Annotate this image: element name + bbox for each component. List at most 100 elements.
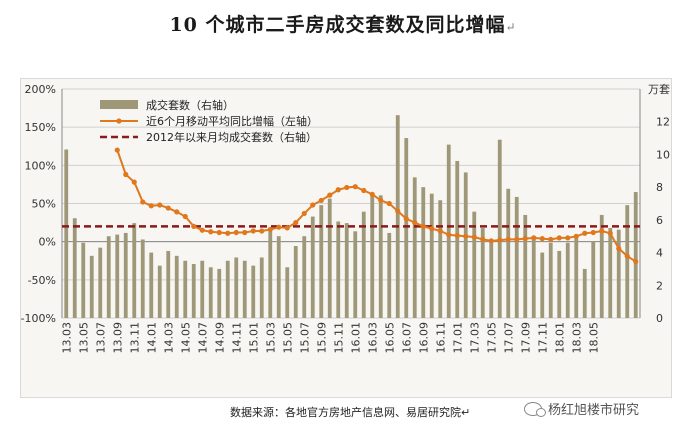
x-axis-tick-label: 13.07 bbox=[94, 322, 107, 354]
x-axis-tick-label: 16.11 bbox=[434, 322, 447, 354]
growth-point bbox=[582, 230, 588, 236]
bar bbox=[64, 149, 69, 318]
x-axis-tick-label: 17.05 bbox=[485, 322, 498, 354]
x-axis-tick-label: 14.01 bbox=[145, 322, 158, 354]
growth-point bbox=[522, 236, 528, 242]
bar bbox=[472, 211, 477, 318]
growth-point bbox=[123, 171, 129, 178]
growth-point bbox=[454, 232, 460, 239]
growth-point bbox=[233, 229, 239, 236]
growth-point bbox=[573, 233, 579, 239]
bar bbox=[531, 236, 536, 318]
bar bbox=[81, 242, 86, 318]
bar bbox=[557, 250, 562, 318]
bar bbox=[327, 198, 332, 318]
growth-point bbox=[293, 219, 299, 226]
growth-point bbox=[607, 230, 613, 236]
growth-point bbox=[318, 197, 324, 204]
bar bbox=[302, 236, 307, 318]
right-axis-tick-label: 0 bbox=[656, 312, 663, 325]
growth-point bbox=[403, 216, 409, 222]
bar bbox=[157, 265, 162, 318]
watermark: 杨红旭楼市研究 bbox=[524, 399, 639, 418]
x-axis-tick-label: 17.01 bbox=[451, 322, 464, 354]
right-axis-tick-label: 6 bbox=[656, 214, 663, 227]
left-axis-tick-label: -50% bbox=[28, 274, 56, 287]
growth-point bbox=[471, 234, 477, 240]
right-axis-tick-label: 4 bbox=[656, 247, 663, 260]
bar bbox=[115, 234, 120, 318]
bar bbox=[599, 214, 604, 318]
growth-point bbox=[446, 232, 452, 238]
bar bbox=[276, 236, 281, 318]
bar bbox=[242, 260, 247, 318]
left-axis-tick-label: 200% bbox=[25, 83, 56, 96]
right-axis-unit-label: 万套 bbox=[648, 83, 670, 96]
growth-point bbox=[140, 199, 146, 205]
bar bbox=[438, 200, 443, 318]
growth-point bbox=[310, 202, 316, 208]
growth-point bbox=[225, 230, 231, 236]
growth-point bbox=[386, 200, 392, 207]
bar bbox=[616, 229, 621, 318]
growth-point bbox=[531, 235, 537, 241]
x-axis-tick-label: 15.05 bbox=[281, 322, 294, 354]
chart-title: 10 个城市二手房成交套数及同比增幅↵ bbox=[169, 14, 517, 36]
bar bbox=[217, 268, 222, 318]
bar bbox=[166, 250, 171, 318]
bar bbox=[123, 232, 128, 318]
x-axis-tick-label: 15.11 bbox=[332, 322, 345, 354]
growth-point bbox=[267, 226, 273, 233]
right-axis-tick-label: 8 bbox=[656, 181, 663, 194]
x-axis-tick-label: 16.05 bbox=[383, 322, 396, 354]
data-source-note: 数据来源：各地官方房地产信息网、易居研究院↵ bbox=[230, 406, 471, 419]
bar bbox=[574, 237, 579, 318]
bar bbox=[463, 172, 468, 318]
x-axis-tick-label: 16.03 bbox=[366, 322, 379, 354]
bar bbox=[293, 246, 298, 318]
growth-point bbox=[216, 229, 222, 236]
bar bbox=[582, 268, 587, 318]
bar bbox=[455, 160, 460, 318]
bar bbox=[387, 232, 392, 318]
left-axis-tick-label: 150% bbox=[25, 121, 56, 134]
bar bbox=[353, 231, 358, 318]
x-axis-tick-label: 14.03 bbox=[162, 322, 175, 354]
growth-line bbox=[116, 149, 637, 263]
growth-point bbox=[335, 187, 341, 193]
x-axis-tick-label: 17.03 bbox=[468, 322, 481, 354]
bar bbox=[548, 242, 553, 318]
right-axis-tick-label: 10 bbox=[656, 148, 670, 161]
wechat-icon bbox=[524, 401, 546, 417]
growth-point bbox=[590, 229, 596, 236]
left-axis-tick-label: -100% bbox=[21, 312, 56, 325]
growth-point bbox=[361, 187, 367, 194]
growth-point bbox=[378, 197, 384, 204]
growth-point bbox=[505, 236, 511, 242]
bar bbox=[523, 214, 528, 318]
growth-point bbox=[497, 237, 503, 243]
bar bbox=[633, 192, 638, 318]
growth-point bbox=[548, 236, 554, 242]
bar bbox=[540, 252, 545, 318]
x-axis-tick-label: 14.09 bbox=[213, 322, 226, 354]
x-axis-tick-label: 18.01 bbox=[553, 322, 566, 354]
x-axis-tick-label: 13.05 bbox=[77, 322, 90, 354]
growth-point bbox=[208, 229, 214, 235]
x-axis-tick-label: 16.01 bbox=[349, 322, 362, 354]
growth-point bbox=[633, 258, 639, 265]
x-axis-tick-label: 17.07 bbox=[502, 322, 515, 354]
growth-point bbox=[131, 179, 137, 185]
growth-point bbox=[412, 219, 418, 226]
growth-point bbox=[429, 226, 435, 232]
bar bbox=[319, 205, 324, 318]
x-axis-tick-label: 13.03 bbox=[60, 322, 73, 354]
bar bbox=[370, 193, 375, 318]
legend-bar-swatch bbox=[100, 100, 138, 109]
bar bbox=[378, 195, 383, 318]
bar bbox=[565, 242, 570, 318]
x-axis-tick-label: 14.07 bbox=[196, 322, 209, 354]
x-axis-tick-label: 15.01 bbox=[247, 322, 260, 354]
bar bbox=[361, 211, 366, 318]
growth-point bbox=[539, 236, 545, 242]
